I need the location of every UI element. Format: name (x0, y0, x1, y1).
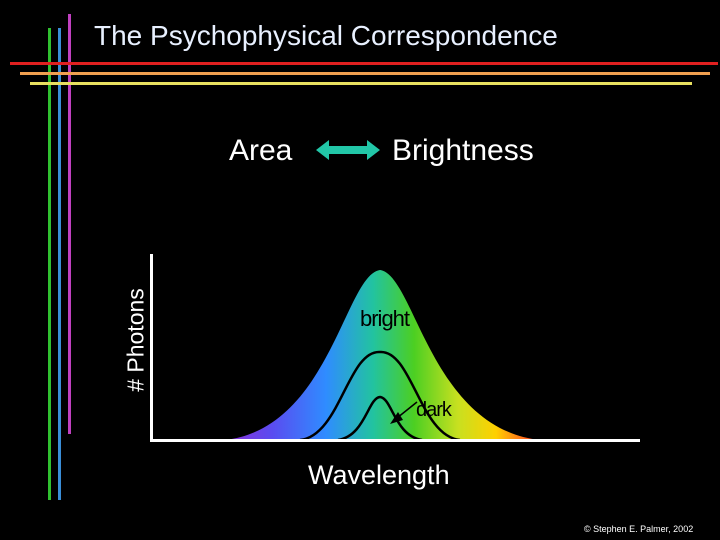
decor-line-orange (20, 72, 710, 75)
spectrum-area (225, 270, 540, 440)
copyright-notice: © Stephen E. Palmer, 2002 (584, 524, 694, 534)
brightness-label: Brightness (392, 134, 534, 167)
dark-curve (337, 395, 423, 442)
x-axis-label: Wavelength (308, 460, 450, 490)
decor-line-green (48, 28, 51, 500)
decor-line-red (10, 62, 718, 65)
double-arrow-icon (316, 140, 380, 160)
bright-label: bright (360, 306, 410, 331)
dark-pointer-arrowhead (390, 412, 403, 424)
decor-line-blue (58, 28, 61, 500)
dark-label: dark (416, 399, 453, 421)
slide-title: The Psychophysical Correspondence (94, 20, 558, 51)
spectrum-diagram: bright dark (150, 254, 640, 442)
decor-line-yellow (30, 82, 692, 85)
area-label: Area (229, 134, 293, 167)
bright-curve (299, 350, 461, 442)
decor-line-magenta (68, 14, 71, 434)
dark-pointer-arrow (396, 401, 418, 419)
